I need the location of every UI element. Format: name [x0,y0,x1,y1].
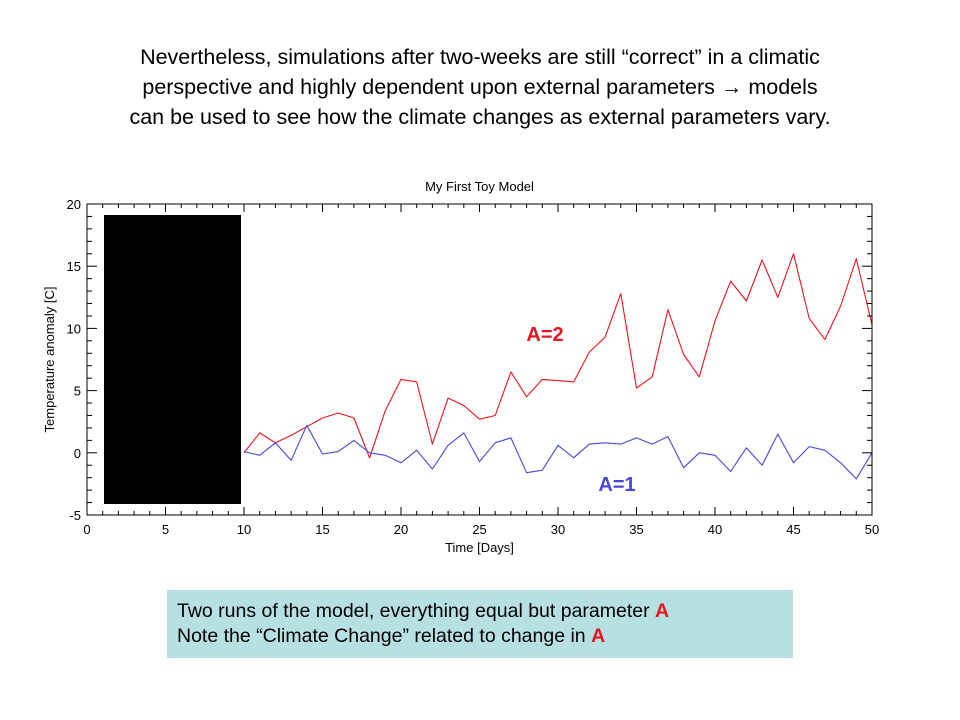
caption-line-2-text: Note the “Climate Change” related to cha… [177,625,592,647]
y-tick-label: 0 [74,446,81,461]
heading-line-2: perspective and highly dependent upon ex… [142,75,818,99]
slide-heading: Nevertheless, simulations after two-week… [40,42,920,132]
x-tick-label: 45 [786,522,800,537]
chart-title: My First Toy Model [425,179,534,194]
y-tick-label: 10 [67,321,81,336]
x-tick-label: 35 [629,522,643,537]
series-label-a1: A=1 [598,474,635,496]
y-tick-label: 20 [67,197,81,212]
x-axis-label: Time [Days] [445,540,514,555]
series-line-a1 [243,424,873,480]
series-line-a2 [243,253,873,459]
caption-line-1: Two runs of the model, everything equal … [177,599,783,624]
redaction-box [104,215,241,504]
heading-line-3: can be used to see how the climate chang… [129,105,831,129]
x-tick-label: 0 [83,522,90,537]
caption-line-2: Note the “Climate Change” related to cha… [177,624,783,649]
y-tick-label: 15 [67,259,81,274]
caption-param-a-2: A [591,625,606,647]
heading-line-1: Nevertheless, simulations after two-week… [140,45,820,69]
x-tick-label: 10 [237,522,251,537]
y-tick-label: 5 [74,384,81,399]
x-tick-label: 40 [708,522,722,537]
x-tick-label: 25 [472,522,486,537]
caption-line-1-text: Two runs of the model, everything equal … [177,600,656,622]
series-label-a2: A=2 [526,324,563,346]
caption-box: Two runs of the model, everything equal … [167,590,793,658]
x-tick-label: 5 [162,522,169,537]
y-tick-label: -5 [69,508,81,523]
x-tick-label: 15 [315,522,329,537]
x-tick-label: 30 [551,522,565,537]
caption-param-a-1: A [655,600,670,622]
x-tick-label: 20 [394,522,408,537]
x-tick-label: 50 [865,522,879,537]
y-axis-label: Temperature anomaly [C] [42,287,57,433]
